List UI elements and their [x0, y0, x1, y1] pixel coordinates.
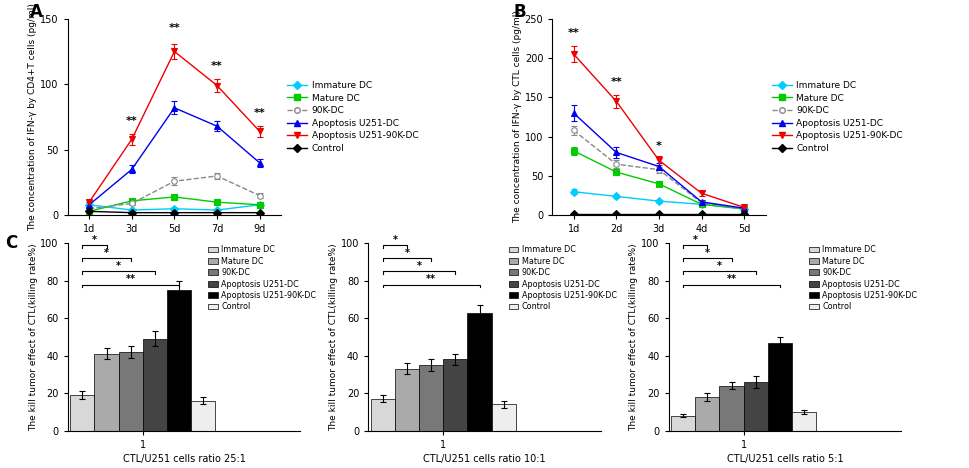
- Bar: [70, 395, 94, 431]
- Bar: [118, 352, 142, 431]
- Bar: [467, 313, 491, 431]
- Legend: Immature DC, Mature DC, 90K-DC, Apoptosis U251-DC, Apoptosis U251-90K-DC, Contro: Immature DC, Mature DC, 90K-DC, Apoptosi…: [807, 244, 919, 313]
- Text: A: A: [29, 3, 43, 21]
- Text: *: *: [116, 261, 121, 271]
- Legend: Immature DC, Mature DC, 90K-DC, Apoptosis U251-DC, Apoptosis U251-90K-DC, Contro: Immature DC, Mature DC, 90K-DC, Apoptosi…: [507, 244, 618, 313]
- Legend: Immature DC, Mature DC, 90K-DC, Apoptosis U251-DC, Apoptosis U251-90K-DC, Contro: Immature DC, Mature DC, 90K-DC, Apoptosi…: [770, 79, 905, 155]
- Text: *: *: [704, 248, 710, 258]
- Text: *: *: [693, 234, 698, 245]
- Text: **: **: [610, 77, 622, 87]
- Text: **: **: [211, 61, 223, 71]
- Text: *: *: [392, 234, 397, 245]
- Bar: [419, 365, 443, 431]
- Bar: [142, 339, 167, 431]
- Bar: [743, 382, 767, 431]
- Text: **: **: [727, 274, 736, 284]
- Text: *: *: [104, 248, 109, 258]
- Text: *: *: [717, 261, 722, 271]
- Legend: Immature DC, Mature DC, 90K-DC, Apoptosis U251-DC, Apoptosis U251-90K-DC, Contro: Immature DC, Mature DC, 90K-DC, Apoptosi…: [286, 79, 421, 155]
- Y-axis label: The concentration of IFN-γ by CD4+T cells (pg/ml): The concentration of IFN-γ by CD4+T cell…: [28, 3, 38, 231]
- Text: *: *: [404, 248, 410, 258]
- Bar: [767, 343, 792, 431]
- Bar: [394, 369, 419, 431]
- Text: *: *: [656, 141, 662, 151]
- Text: **: **: [126, 116, 138, 126]
- Text: **: **: [126, 274, 136, 284]
- Bar: [443, 359, 467, 431]
- Bar: [695, 397, 719, 431]
- Text: **: **: [568, 29, 579, 38]
- Text: **: **: [426, 274, 436, 284]
- Bar: [671, 416, 695, 431]
- X-axis label: CTL/U251 cells ratio 10:1: CTL/U251 cells ratio 10:1: [423, 454, 546, 464]
- Y-axis label: The kill tumor effect of CTL(killing rate%): The kill tumor effect of CTL(killing rat…: [630, 243, 639, 431]
- Text: **: **: [169, 23, 180, 33]
- Bar: [792, 412, 816, 431]
- Text: *: *: [92, 234, 97, 245]
- Bar: [370, 399, 394, 431]
- Text: **: **: [254, 108, 266, 118]
- X-axis label: CTL/U251 cells ratio 5:1: CTL/U251 cells ratio 5:1: [727, 454, 843, 464]
- Y-axis label: The kill tumor effect of CTL(killing rate%): The kill tumor effect of CTL(killing rat…: [329, 243, 338, 431]
- Bar: [719, 386, 743, 431]
- Text: B: B: [514, 3, 526, 21]
- Text: C: C: [5, 234, 17, 252]
- Bar: [491, 404, 516, 431]
- Text: *: *: [417, 261, 422, 271]
- Bar: [94, 354, 118, 431]
- Legend: Immature DC, Mature DC, 90K-DC, Apoptosis U251-DC, Apoptosis U251-90K-DC, Contro: Immature DC, Mature DC, 90K-DC, Apoptosi…: [206, 244, 318, 313]
- Bar: [191, 401, 215, 431]
- Y-axis label: The kill tumor effect of CTL(killing rate%): The kill tumor effect of CTL(killing rat…: [29, 243, 38, 431]
- Y-axis label: The concentration of IFN-γ by CTL cells (pg/ml): The concentration of IFN-γ by CTL cells …: [513, 11, 522, 223]
- Bar: [167, 290, 191, 431]
- X-axis label: CTL/U251 cells ratio 25:1: CTL/U251 cells ratio 25:1: [123, 454, 245, 464]
